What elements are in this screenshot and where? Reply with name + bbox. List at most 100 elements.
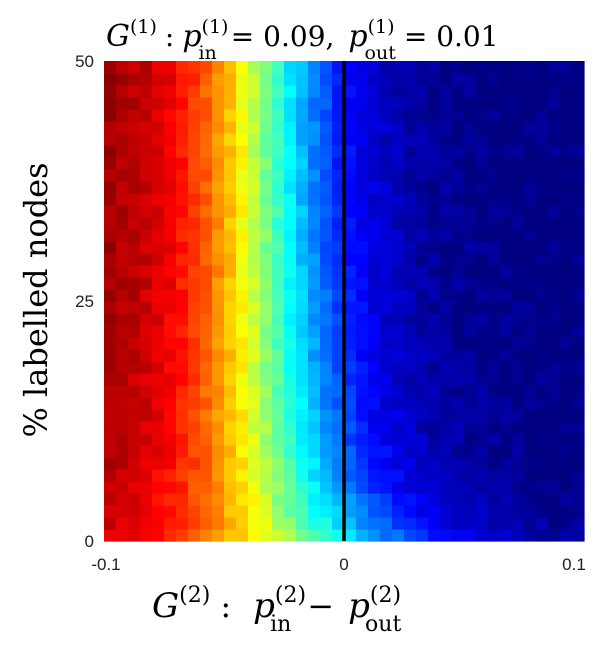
heatmap-cell — [308, 181, 321, 194]
heatmap-cell — [188, 205, 201, 218]
heatmap-cell — [260, 457, 273, 470]
heatmap-cell — [368, 301, 381, 314]
heatmap-cell — [464, 361, 477, 374]
heatmap-cell — [224, 253, 237, 266]
heatmap-cell — [500, 457, 513, 470]
heatmap-cell — [368, 529, 381, 542]
heatmap-cell — [320, 289, 333, 302]
heatmap-cell — [104, 97, 117, 110]
heatmap-cell — [524, 73, 537, 86]
heatmap-cell — [308, 493, 321, 506]
heatmap-cell — [512, 301, 525, 314]
heatmap-cell — [536, 97, 549, 110]
heatmap-cell — [248, 349, 261, 362]
heatmap-cell — [512, 157, 525, 170]
heatmap-cell — [332, 349, 345, 362]
heatmap-cell — [128, 121, 141, 134]
heatmap-cell — [332, 421, 345, 434]
heatmap-cell — [404, 205, 417, 218]
heatmap-cell — [284, 145, 297, 158]
heatmap-cell — [212, 313, 225, 326]
heatmap-cell — [572, 73, 585, 86]
heatmap-cell — [428, 157, 441, 170]
heatmap-cell — [284, 61, 297, 74]
heatmap-cell — [380, 517, 393, 530]
heatmap-cell — [248, 385, 261, 398]
heatmap-cell — [308, 337, 321, 350]
heatmap-cell — [380, 205, 393, 218]
heatmap-cell — [212, 289, 225, 302]
heatmap-cell — [344, 529, 357, 542]
heatmap-cell — [416, 409, 429, 422]
heatmap-cell — [248, 325, 261, 338]
heatmap-cell — [464, 205, 477, 218]
heatmap-cell — [164, 409, 177, 422]
heatmap-cell — [452, 133, 465, 146]
heatmap-cell — [500, 121, 513, 134]
heatmap-cell — [440, 481, 453, 494]
heatmap-cell — [356, 325, 369, 338]
heatmap-cell — [488, 397, 501, 410]
heatmap-cell — [320, 85, 333, 98]
heatmap-cell — [476, 277, 489, 290]
heatmap-cell — [452, 121, 465, 134]
heatmap-cell — [140, 169, 153, 182]
heatmap-cell — [524, 373, 537, 386]
heatmap-cell — [284, 229, 297, 242]
heatmap-cell — [380, 253, 393, 266]
heatmap-cell — [284, 265, 297, 278]
heatmap-cell — [284, 97, 297, 110]
heatmap-cell — [128, 181, 141, 194]
heatmap-cell — [308, 169, 321, 182]
heatmap-cell — [440, 529, 453, 542]
heatmap-cell — [464, 253, 477, 266]
heatmap-cell — [140, 517, 153, 530]
heatmap-cell — [332, 481, 345, 494]
heatmap-cell — [572, 505, 585, 518]
y-axis-label: % labelled nodes — [17, 162, 55, 437]
heatmap-cell — [176, 529, 189, 542]
heatmap-cell — [224, 133, 237, 146]
heatmap-cell — [500, 61, 513, 74]
heatmap-cell — [572, 385, 585, 398]
heatmap-cell — [224, 109, 237, 122]
heatmap-cell — [320, 145, 333, 158]
heatmap-cell — [524, 133, 537, 146]
heatmap-cell — [536, 493, 549, 506]
heatmap-cell — [380, 457, 393, 470]
heatmap-cell — [224, 529, 237, 542]
heatmap-cell — [200, 409, 213, 422]
heatmap-cell — [296, 61, 309, 74]
heatmap-cell — [104, 409, 117, 422]
heatmap-cell — [140, 457, 153, 470]
heatmap-cell — [116, 229, 129, 242]
heatmap-cell — [476, 433, 489, 446]
heatmap-cell — [440, 241, 453, 254]
heatmap-cell — [140, 445, 153, 458]
heatmap-cell — [296, 349, 309, 362]
heatmap-cell — [104, 301, 117, 314]
heatmap-cell — [488, 493, 501, 506]
heatmap-cell — [356, 73, 369, 86]
heatmap-cell — [116, 109, 129, 122]
heatmap-cell — [104, 481, 117, 494]
heatmap-cell — [212, 229, 225, 242]
heatmap-cell — [392, 253, 405, 266]
heatmap-cell — [296, 313, 309, 326]
heatmap-cell — [416, 469, 429, 482]
heatmap-cell — [416, 253, 429, 266]
heatmap-cell — [236, 193, 249, 206]
heatmap-cell — [116, 445, 129, 458]
heatmap-cell — [236, 289, 249, 302]
heatmap-cell — [428, 133, 441, 146]
heatmap-cell — [572, 457, 585, 470]
heatmap-cell — [380, 313, 393, 326]
heatmap-cell — [404, 301, 417, 314]
heatmap-cell — [308, 385, 321, 398]
heatmap-cell — [524, 517, 537, 530]
heatmap-cell — [272, 505, 285, 518]
heatmap-cell — [152, 337, 165, 350]
heatmap-cell — [152, 109, 165, 122]
heatmap-cell — [416, 277, 429, 290]
heatmap-cell — [524, 85, 537, 98]
